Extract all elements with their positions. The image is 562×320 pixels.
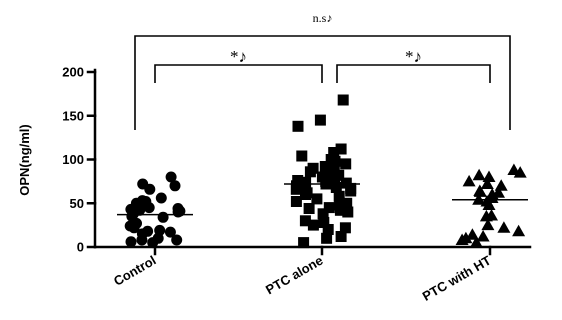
data-point-circle [136,195,148,207]
y-tick-label: 150 [62,108,84,123]
data-point-square [301,187,313,199]
data-point-triangle [492,186,505,198]
data-point-triangle [512,224,526,237]
data-point-circle [171,234,183,246]
significance-bracket [336,64,491,83]
data-point-square [335,231,347,242]
data-point-square [328,164,340,176]
data-point-circle [164,226,176,238]
data-point-square [311,193,323,205]
data-point-square [307,219,319,231]
data-point-triangle [462,174,476,187]
data-point-circle [165,171,177,183]
significance-label: *♪ [405,47,422,66]
data-point-square [340,158,352,170]
data-point-square [292,120,304,132]
data-point-circle [125,236,137,248]
data-point-circle [169,180,181,192]
data-point-square [341,197,353,209]
data-point-triangle [480,177,494,189]
data-point-square [323,202,335,214]
data-point-triangle [469,236,483,248]
data-point-square [314,114,326,126]
data-point-triangle [465,228,479,240]
data-point-square [325,154,337,165]
data-point-triangle [482,170,496,182]
y-tick-label: 100 [62,152,84,167]
significance-label: *♪ [230,47,247,66]
data-point-square [299,215,311,227]
data-point-square [330,182,342,193]
data-point-square [322,224,334,235]
data-points [124,94,527,249]
data-point-circle [154,224,166,236]
data-point-square [340,177,352,189]
x-tick-label: PTC alone [263,253,326,298]
data-point-circle [157,211,169,223]
x-tick-label: PTC with HT [420,253,494,304]
data-point-square [296,150,308,162]
data-point-square [339,222,351,234]
data-point-triangle [473,184,487,196]
data-point-square [307,162,319,174]
data-point-square [317,208,329,220]
data-point-square [316,171,328,183]
data-point-triangle [472,168,486,181]
data-point-square [333,190,345,202]
data-point-square [334,199,346,211]
data-point-triangle [476,230,490,242]
data-point-triangle [485,209,498,221]
data-point-square [342,206,354,218]
data-point-square [303,203,315,214]
data-point-square [290,196,302,207]
y-axis-label: OPN(ng/ml) [17,124,32,196]
data-point-circle [155,192,167,204]
data-point-circle [142,225,154,237]
data-point-square [319,161,331,172]
data-point-square [318,217,330,228]
data-point-triangle [481,218,495,231]
data-point-triangle [459,231,473,244]
data-point-square [337,94,349,106]
data-point-square [321,232,333,244]
y-tick-label: 50 [70,196,84,211]
data-point-triangle [494,179,508,191]
y-tick-label: 200 [62,65,84,80]
data-point-triangle [507,163,521,175]
data-point-square [300,176,312,188]
data-point-square [328,147,340,158]
data-point-square [335,143,347,155]
x-tick-label: Control [111,253,159,289]
y-tick-label: 0 [77,240,84,255]
significance-label: n.s♪ [313,11,333,25]
data-point-square [298,237,310,249]
significance-bracket [154,64,323,83]
data-point-circle [172,203,184,214]
data-point-square [292,175,304,186]
data-point-triangle [497,221,511,233]
significance-bracket [134,35,511,130]
data-point-circle [137,178,149,190]
median-lines [117,183,528,216]
significance-brackets: *♪ *♪ n.s♪ [134,11,511,130]
